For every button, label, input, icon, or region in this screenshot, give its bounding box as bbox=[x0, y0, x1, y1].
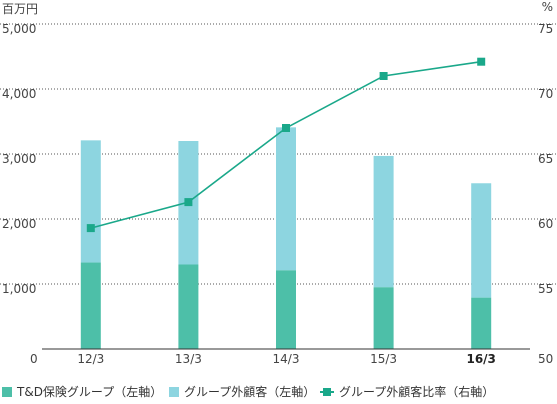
left-tick-label: 4,000 bbox=[2, 87, 36, 101]
category-label: 16/3 bbox=[466, 352, 495, 366]
bar-external-customers bbox=[276, 127, 296, 271]
left-tick-label: 5,000 bbox=[2, 22, 36, 36]
legend-marker-external-ratio bbox=[320, 387, 334, 397]
right-tick-label: 70 bbox=[538, 87, 553, 101]
left-tick-label: 1,000 bbox=[2, 282, 36, 296]
right-tick-label: 60 bbox=[538, 217, 553, 231]
bar-td-group bbox=[471, 297, 492, 349]
right-tick-label: 75 bbox=[538, 22, 553, 36]
legend-item-external-ratio: グループ外顧客比率（右軸） bbox=[320, 383, 494, 400]
point-external-ratio bbox=[282, 124, 290, 132]
bar-external-customers bbox=[471, 183, 492, 298]
bar-td-group bbox=[276, 270, 296, 349]
right-tick-label: 55 bbox=[538, 282, 553, 296]
category-label: 13/3 bbox=[175, 352, 202, 366]
legend-swatch-td-group bbox=[2, 386, 12, 397]
category-label: 14/3 bbox=[273, 352, 300, 366]
point-external-ratio bbox=[379, 72, 388, 80]
left-tick-label: 2,000 bbox=[2, 217, 36, 231]
legend-label-external-ratio: グループ外顧客比率（右軸） bbox=[339, 385, 495, 399]
point-external-ratio bbox=[184, 198, 193, 207]
legend-item-external-customers: グループ外顧客（左軸） bbox=[169, 383, 315, 400]
legend-item-td-group: T&D保険グループ（左軸） bbox=[2, 383, 162, 400]
legend-label-td-group: T&D保険グループ（左軸） bbox=[17, 385, 163, 399]
left-tick-label: 3,000 bbox=[2, 152, 36, 166]
bar-td-group bbox=[80, 262, 101, 349]
right-tick-label: 65 bbox=[538, 152, 553, 166]
point-external-ratio bbox=[86, 224, 95, 233]
point-external-ratio bbox=[477, 57, 486, 66]
right-tick-label: 50 bbox=[538, 352, 553, 366]
legend-label-external-customers: グループ外顧客（左軸） bbox=[184, 385, 316, 399]
left-axis-unit: 百万円 bbox=[2, 2, 39, 16]
right-axis-unit: % bbox=[541, 0, 553, 14]
category-label: 12/3 bbox=[77, 352, 104, 366]
category-label: 15/3 bbox=[370, 352, 397, 366]
bar-external-customers bbox=[373, 155, 394, 288]
bar-external-customers bbox=[80, 140, 101, 263]
bar-td-group bbox=[373, 287, 394, 349]
legend-swatch-external-customers bbox=[169, 386, 179, 397]
left-tick-label: 0 bbox=[30, 352, 38, 366]
bar-td-group bbox=[178, 264, 199, 349]
